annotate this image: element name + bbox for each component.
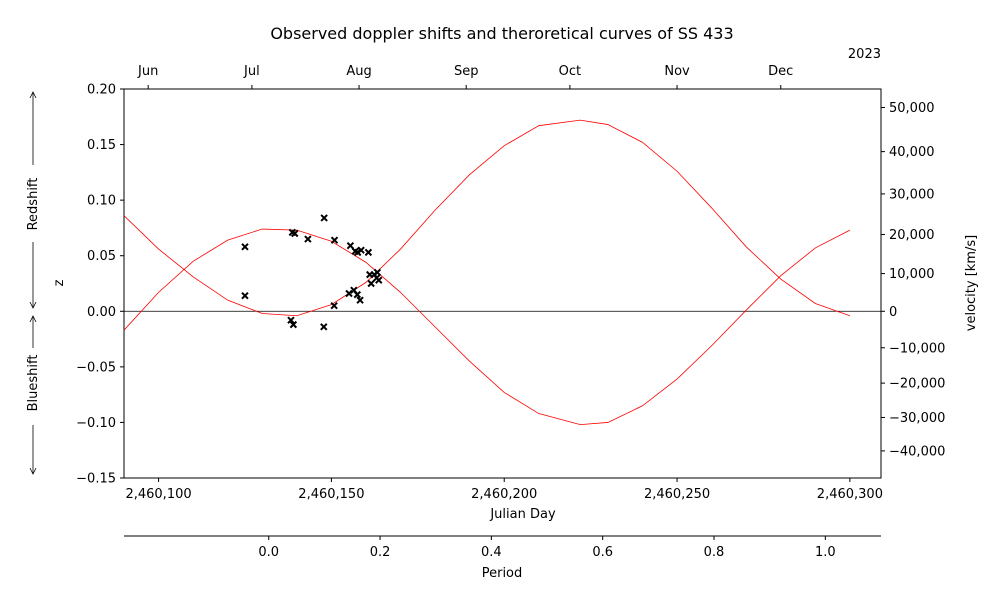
velocity-axis-title: velocity [km/s] xyxy=(964,235,979,331)
month-tick-label: Jul xyxy=(243,64,260,79)
velocity-tick-label: 50,000 xyxy=(889,101,935,116)
data-point xyxy=(241,292,249,300)
period-tick-label: 0.8 xyxy=(704,545,725,560)
redshift-label: Redshift xyxy=(26,178,41,231)
velocity-tick-label: 0 xyxy=(889,305,897,320)
theoretical-curve-2 xyxy=(123,119,851,317)
velocity-tick-label: 20,000 xyxy=(889,228,935,243)
data-point xyxy=(330,236,339,244)
year-label: 2023 xyxy=(848,47,881,62)
data-point xyxy=(320,214,328,222)
data-point xyxy=(367,279,375,288)
month-tick-label: Sep xyxy=(454,64,479,79)
period-tick-label: 0.0 xyxy=(258,545,279,560)
data-point xyxy=(345,289,353,298)
blueshift-label: Blueshift xyxy=(26,355,41,412)
velocity-tick-label: −40,000 xyxy=(889,444,945,459)
data-point xyxy=(304,235,312,243)
x-tick-label: 2,460,250 xyxy=(644,487,710,502)
month-tick-label: Nov xyxy=(664,64,690,79)
y-tick-label: 0.10 xyxy=(87,194,116,209)
velocity-tick-label: −20,000 xyxy=(889,377,945,392)
data-point xyxy=(330,302,338,310)
x-tick-label: 2,460,200 xyxy=(471,487,537,502)
redshift-arrow-down-head xyxy=(29,301,37,309)
x-axis-title: Julian Day xyxy=(489,507,556,522)
x-tick-label: 2,460,300 xyxy=(817,487,883,502)
month-tick-label: Aug xyxy=(346,64,371,79)
y-tick-label: −0.05 xyxy=(76,360,116,375)
period-tick-label: 1.0 xyxy=(815,545,836,560)
period-tick-label: 0.4 xyxy=(481,545,502,560)
month-tick-label: Dec xyxy=(768,64,793,79)
velocity-tick-label: −30,000 xyxy=(889,411,945,426)
velocity-tick-label: −10,000 xyxy=(889,341,945,356)
velocity-tick-label: 40,000 xyxy=(889,145,935,160)
blueshift-arrow-up-head xyxy=(29,315,37,323)
period-axis-title: Period xyxy=(482,566,523,581)
chart-title: Observed doppler shifts and theroretical… xyxy=(270,24,733,43)
data-point xyxy=(375,276,383,284)
data-point xyxy=(291,229,299,238)
y-tick-label: 0.20 xyxy=(87,83,116,98)
data-point xyxy=(373,268,382,277)
data-point xyxy=(241,243,249,251)
y-tick-label: 0.00 xyxy=(87,305,116,320)
month-tick-label: Jun xyxy=(137,64,158,79)
data-point xyxy=(289,320,298,329)
period-tick-label: 0.2 xyxy=(370,545,391,560)
x-tick-label: 2,460,150 xyxy=(298,487,364,502)
data-point xyxy=(364,248,373,257)
redshift-arrow-up-head xyxy=(29,91,37,99)
y-tick-label: −0.10 xyxy=(76,416,116,431)
data-point xyxy=(356,296,364,304)
data-point xyxy=(357,246,365,254)
theoretical-curve-1 xyxy=(123,228,851,426)
y-tick-label: 0.05 xyxy=(87,249,116,264)
month-tick-label: Oct xyxy=(559,64,581,79)
x-tick-label: 2,460,100 xyxy=(125,487,191,502)
blueshift-arrow-down-head xyxy=(29,467,37,475)
data-point xyxy=(353,290,362,299)
y-tick-label: 0.15 xyxy=(87,138,116,153)
data-point xyxy=(346,242,355,250)
data-point xyxy=(320,323,328,331)
velocity-tick-label: 30,000 xyxy=(889,187,935,202)
plot-frame xyxy=(123,88,882,479)
y-tick-label: −0.15 xyxy=(76,472,116,487)
y-axis-title: z xyxy=(52,279,67,286)
period-tick-label: 0.6 xyxy=(592,545,613,560)
velocity-tick-label: 10,000 xyxy=(889,267,935,282)
data-point xyxy=(287,316,295,324)
